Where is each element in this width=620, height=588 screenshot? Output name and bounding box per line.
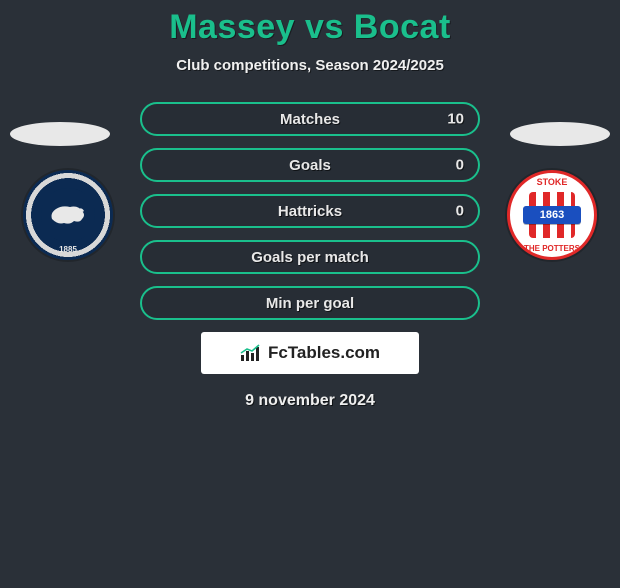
page-subtitle: Club competitions, Season 2024/2025 [0, 57, 620, 74]
millwall-inner-circle [41, 188, 95, 242]
stat-label: Matches [280, 111, 340, 128]
club-badge-right: STOKE 1863 THE POTTERS [507, 170, 597, 260]
club-badge-left: 1885 [23, 170, 113, 260]
stat-right-value: 10 [447, 111, 464, 128]
stat-row-hattricks: Hattricks 0 [140, 194, 480, 228]
date-text: 9 november 2024 [0, 392, 620, 410]
stoke-stripes: 1863 [529, 192, 575, 238]
stat-row-matches: Matches 10 [140, 102, 480, 136]
branding-box[interactable]: FcTables.com [201, 332, 419, 374]
stat-label: Goals [289, 157, 331, 174]
stat-row-goals: Goals 0 [140, 148, 480, 182]
stat-right-value: 0 [456, 157, 464, 174]
bar-chart-icon [240, 344, 262, 362]
comparison-panel: 1885 STOKE 1863 THE POTTERS Matches 10 G… [0, 102, 620, 410]
player-left-ellipse [10, 122, 110, 146]
stoke-text-bottom: THE POTTERS [510, 244, 594, 253]
stat-row-goals-per-match: Goals per match [140, 240, 480, 274]
stat-label: Min per goal [266, 295, 354, 312]
stats-list: Matches 10 Goals 0 Hattricks 0 Goals per… [140, 102, 480, 320]
stat-label: Goals per match [251, 249, 369, 266]
page-title: Massey vs Bocat [0, 8, 620, 47]
millwall-year: 1885 [23, 245, 113, 254]
stat-label: Hattricks [278, 203, 342, 220]
stoke-ribbon: 1863 [523, 206, 581, 224]
player-right-ellipse [510, 122, 610, 146]
stat-row-min-per-goal: Min per goal [140, 286, 480, 320]
branding-text: FcTables.com [268, 343, 380, 363]
lion-icon [48, 201, 88, 229]
stat-right-value: 0 [456, 203, 464, 220]
stoke-text-top: STOKE [510, 177, 594, 187]
